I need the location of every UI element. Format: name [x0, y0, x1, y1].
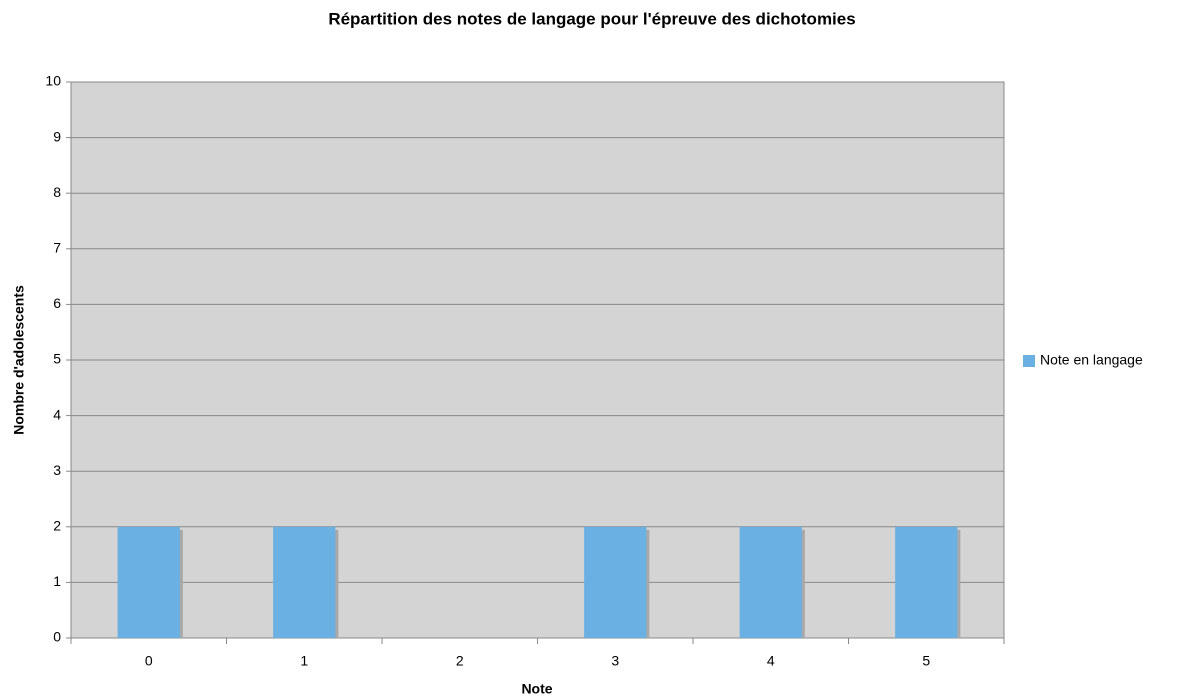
chart-title: Répartition des notes de langage pour l'… [328, 9, 855, 28]
bar [895, 526, 958, 638]
y-tick-label: 7 [53, 240, 61, 256]
x-tick-label: 1 [300, 653, 308, 669]
y-tick-label: 6 [53, 295, 61, 311]
x-tick-label: 4 [767, 653, 775, 669]
y-tick-label: 8 [53, 184, 61, 200]
x-tick-label: 2 [456, 653, 464, 669]
bar [584, 526, 647, 638]
x-tick-label: 3 [611, 653, 619, 669]
y-tick-label: 1 [53, 573, 61, 589]
y-tick-label: 3 [53, 462, 61, 478]
y-tick-label: 9 [53, 128, 61, 144]
x-tick-label: 0 [145, 653, 153, 669]
bar [739, 526, 802, 638]
y-tick-label: 0 [53, 629, 61, 645]
legend-swatch [1023, 355, 1035, 367]
bar [273, 526, 336, 638]
legend-label: Note en langage [1040, 352, 1143, 368]
bar [117, 526, 180, 638]
y-axis-label: Nombre d'adolescents [11, 285, 27, 435]
y-tick-label: 2 [53, 518, 61, 534]
y-tick-label: 4 [53, 406, 61, 422]
y-tick-label: 5 [53, 351, 61, 367]
x-tick-label: 5 [922, 653, 930, 669]
x-axis-label: Note [521, 681, 552, 697]
y-tick-label: 10 [45, 73, 61, 89]
